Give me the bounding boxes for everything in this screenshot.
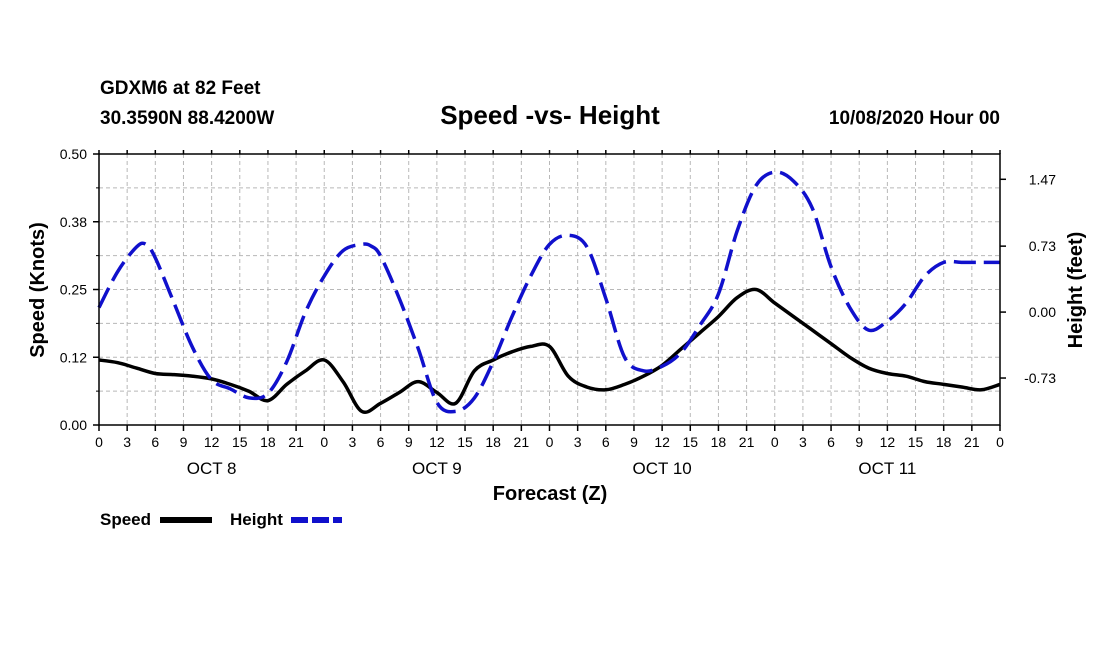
x-tick-label: 9	[855, 434, 863, 450]
left-tick-label: 0.38	[60, 214, 87, 230]
x-tick-label: 18	[711, 434, 727, 450]
x-tick-label: 15	[457, 434, 473, 450]
x-axis-title: Forecast (Z)	[493, 483, 607, 505]
right-tick-label: 0.73	[1029, 238, 1056, 254]
series-line-speed	[98, 287, 1001, 414]
day-label: OCT 8	[187, 459, 237, 478]
y-axis-right-title: Height (feet)	[1065, 232, 1087, 349]
x-tick-label: 3	[799, 434, 807, 450]
series-line-height	[97, 170, 1000, 414]
x-tick-label: 9	[180, 434, 188, 450]
coords-label: 30.3590N 88.4200W	[100, 108, 274, 129]
x-tick-label: 3	[349, 434, 357, 450]
x-tick-label: 12	[654, 434, 670, 450]
x-tick-label: 15	[232, 434, 248, 450]
legend: Speed Height	[100, 510, 342, 529]
x-tick-label: 21	[964, 434, 980, 450]
x-axis: 0 3 6 9 12 15 18 21 0 3 6 9 12 15 18 21 0 3 6 9 12 15 18 21 0 3 6 9…	[95, 150, 1004, 478]
left-tick-label: 0.25	[60, 282, 87, 298]
x-tick-label: 18	[936, 434, 952, 450]
x-tick-label: 9	[630, 434, 638, 450]
x-tick-label: 0	[996, 434, 1004, 450]
right-tick-label: 1.47	[1029, 171, 1056, 187]
x-tick-label: 15	[908, 434, 924, 450]
x-tick-label: 3	[574, 434, 582, 450]
x-tick-label: 6	[377, 434, 385, 450]
legend-height-label: Height	[230, 510, 283, 529]
x-tick-label: 18	[485, 434, 501, 450]
x-tick-label: 12	[204, 434, 220, 450]
x-tick-label: 0	[546, 434, 554, 450]
right-tick-label: -0.73	[1024, 370, 1056, 386]
x-tick-label: 21	[288, 434, 304, 450]
x-tick-label: 6	[602, 434, 610, 450]
x-tick-label: 0	[771, 434, 779, 450]
x-tick-label: 21	[514, 434, 530, 450]
x-tick-label: 6	[151, 434, 159, 450]
x-tick-label: 12	[429, 434, 445, 450]
legend-speed-label: Speed	[100, 510, 151, 529]
chart-title: Speed -vs- Height	[440, 100, 660, 130]
date-label: 10/08/2020 Hour 00	[829, 108, 1000, 129]
series-group	[97, 170, 1001, 414]
x-tick-label: 3	[123, 434, 131, 450]
station-label: GDXM6 at 82 Feet	[100, 78, 261, 99]
day-label: OCT 11	[858, 459, 916, 478]
x-tick-label: 12	[880, 434, 896, 450]
x-tick-label: 0	[95, 434, 103, 450]
x-tick-label: 21	[739, 434, 755, 450]
x-tick-label: 15	[682, 434, 698, 450]
x-tick-label: 18	[260, 434, 276, 450]
x-tick-label: 6	[827, 434, 835, 450]
day-label: OCT 10	[633, 459, 692, 478]
day-label: OCT 9	[412, 459, 462, 478]
left-axis: 0.00 0.12 0.25 0.38 0.50	[60, 146, 99, 433]
right-tick-label: 0.00	[1029, 304, 1056, 320]
right-axis: -0.73 0.00 0.73 1.47	[1000, 171, 1056, 386]
left-tick-label: 0.12	[60, 349, 87, 365]
x-tick-label: 9	[405, 434, 413, 450]
y-axis-left-title: Speed (Knots)	[27, 222, 49, 358]
grid-lines	[99, 154, 1000, 425]
left-tick-label: 0.00	[60, 417, 87, 433]
x-tick-label: 0	[320, 434, 328, 450]
left-tick-label: 0.50	[60, 146, 87, 162]
